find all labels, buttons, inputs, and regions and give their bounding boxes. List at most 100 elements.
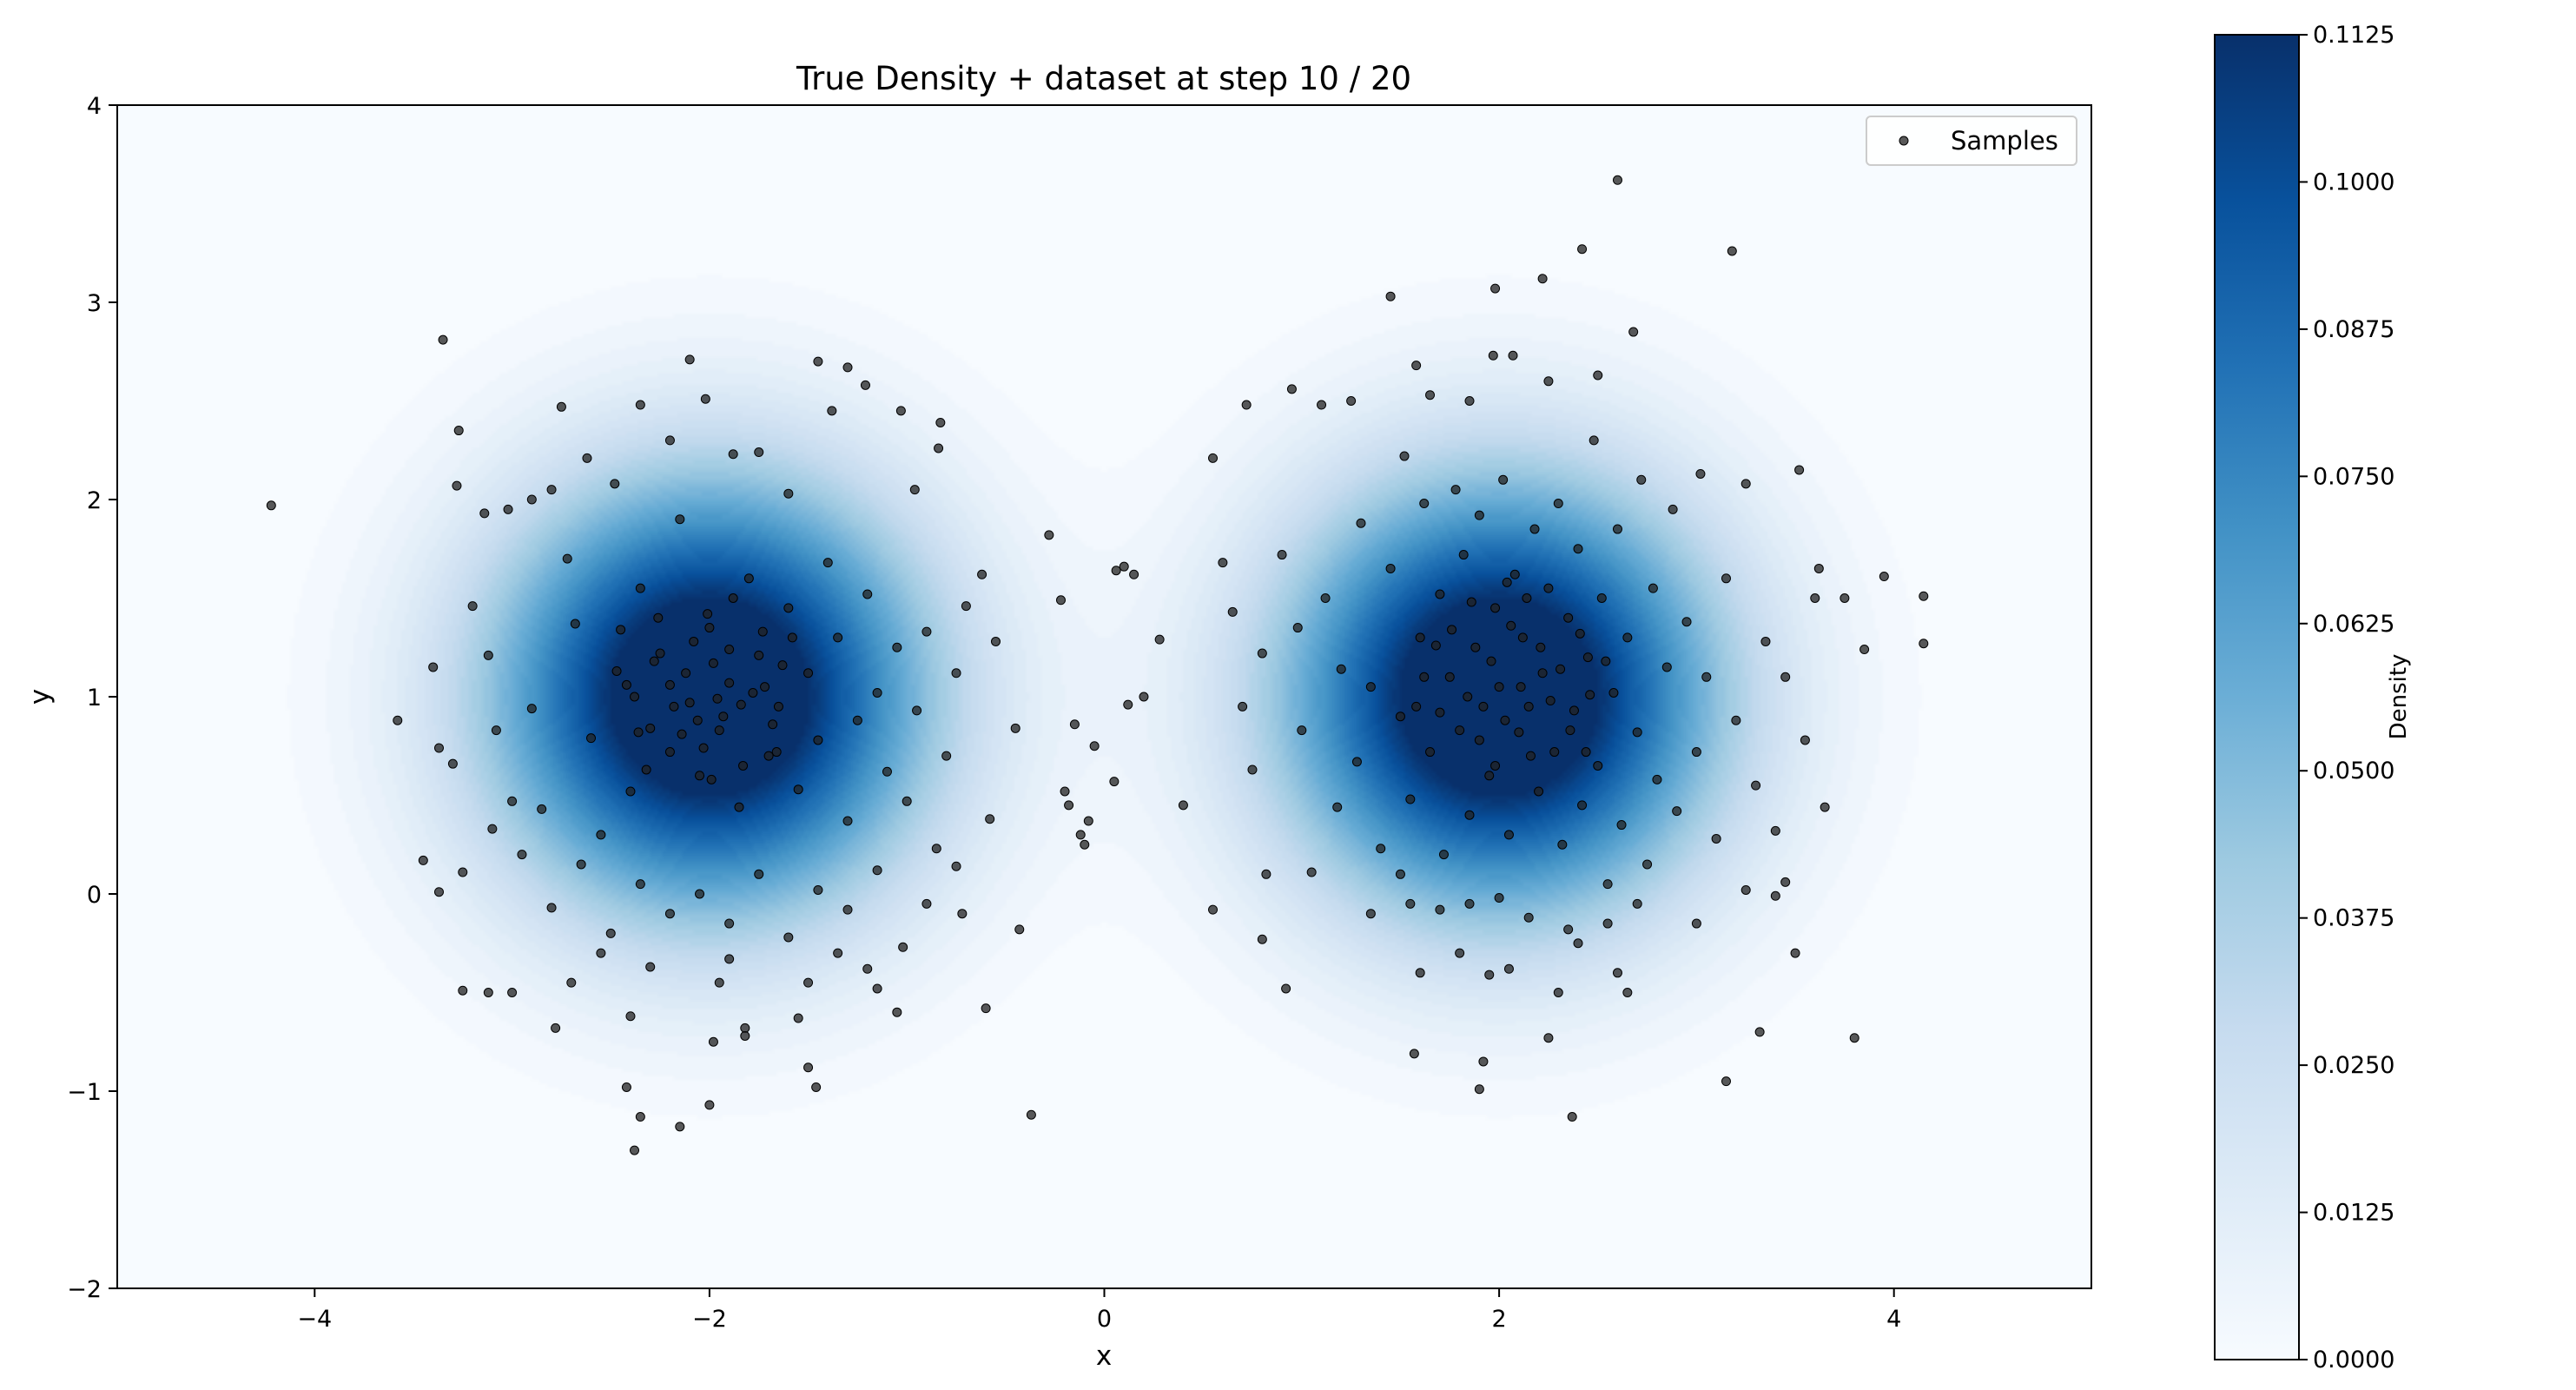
colorbar-tick-label: 0.0625 — [2313, 611, 2394, 638]
sample-point — [1365, 909, 1376, 919]
sample-point — [1376, 844, 1386, 854]
sample-point — [1415, 632, 1425, 643]
sample-point — [266, 500, 276, 511]
sample-point — [1537, 668, 1548, 678]
sample-point — [724, 918, 735, 929]
sample-point — [1154, 634, 1165, 645]
sample-point — [771, 747, 782, 758]
sample-point — [1790, 948, 1800, 958]
legend-entry-samples: Samples — [1951, 126, 2058, 156]
colorbar: 0.0000 0.0125 0.0250 0.0375 0.0500 0.0625 0.07… — [2214, 22, 2412, 1373]
sample-point — [1026, 1109, 1036, 1120]
x-tick-label: −4 — [297, 1306, 332, 1333]
sample-point — [586, 733, 597, 744]
y-tick-label: 4 — [87, 93, 102, 120]
sample-point — [664, 679, 675, 690]
sample-point — [1523, 701, 1534, 712]
colorbar-gradient — [2214, 34, 2300, 1360]
sample-point — [1399, 451, 1410, 461]
sample-point — [1356, 518, 1366, 528]
sample-point — [872, 687, 882, 698]
sample-point — [641, 764, 651, 775]
sample-point — [1123, 699, 1133, 710]
sample-point — [1010, 723, 1020, 733]
sample-point — [909, 485, 920, 495]
sample-point — [1332, 802, 1343, 812]
sample-point — [1780, 877, 1791, 887]
sample-point — [433, 887, 444, 897]
sample-point — [1257, 934, 1267, 944]
sample-point — [1178, 800, 1188, 811]
sample-point — [1701, 672, 1712, 682]
sample-point — [507, 988, 518, 997]
sample-point — [1506, 620, 1516, 631]
sample-point — [783, 932, 794, 943]
sample-point — [977, 569, 987, 579]
sample-point — [582, 453, 592, 463]
sample-point — [763, 751, 774, 761]
sample-point — [1346, 396, 1357, 406]
sample-point — [1573, 544, 1583, 554]
sample-point — [1577, 800, 1588, 811]
sample-point — [635, 583, 645, 593]
colorbar-ticks: 0.0000 0.0125 0.0250 0.0375 0.0500 0.0625 0.07… — [2299, 22, 2394, 1373]
sample-point — [1139, 692, 1149, 702]
sample-point — [1488, 350, 1498, 361]
sample-point — [1435, 589, 1445, 599]
sample-point — [728, 449, 738, 460]
legend-box — [1866, 116, 2077, 166]
sample-point — [1455, 948, 1465, 958]
sample-point — [517, 850, 527, 860]
sample-point — [546, 485, 557, 495]
sample-point — [935, 417, 946, 427]
sample-point — [1484, 970, 1495, 980]
sample-point — [1622, 632, 1633, 643]
sample-point — [483, 650, 493, 660]
sample-point — [570, 619, 580, 629]
sample-point — [1486, 656, 1496, 666]
sample-point — [653, 612, 664, 623]
sample-point — [1415, 968, 1425, 978]
sample-point — [1306, 867, 1317, 877]
x-tick-label: 0 — [1097, 1306, 1112, 1333]
sample-point — [698, 743, 709, 753]
sample-point — [1055, 595, 1066, 606]
scatter-points — [266, 175, 1929, 1155]
sample-point — [1581, 747, 1591, 758]
sample-point — [1800, 735, 1810, 745]
sample-point — [793, 784, 803, 795]
sample-point — [1444, 672, 1455, 682]
sample-point — [1395, 712, 1405, 722]
sample-point — [852, 715, 862, 725]
sample-point — [1281, 983, 1291, 994]
sample-point — [724, 678, 735, 688]
sample-point — [1478, 1056, 1489, 1067]
sample-point — [458, 867, 468, 877]
sample-point — [669, 701, 679, 712]
sample-point — [1770, 890, 1780, 901]
sample-point — [1691, 747, 1701, 758]
x-tick-label: 4 — [1886, 1306, 1901, 1333]
legend-marker — [1899, 136, 1909, 146]
sample-point — [605, 928, 616, 938]
sample-point — [1754, 1027, 1765, 1037]
sample-point — [503, 504, 513, 514]
sample-point — [990, 636, 1001, 646]
sample-point — [1770, 825, 1780, 836]
sample-point — [1648, 583, 1658, 593]
sample-point — [754, 650, 764, 660]
sample-point — [1721, 573, 1731, 584]
sample-point — [1470, 642, 1481, 652]
colorbar-label: Density — [2386, 654, 2412, 740]
sample-point — [1435, 707, 1445, 718]
sample-point — [754, 869, 764, 879]
sample-point — [1425, 747, 1436, 758]
sample-point — [507, 796, 518, 806]
sample-point — [1567, 1112, 1577, 1122]
sample-point — [695, 771, 705, 781]
sample-point — [537, 804, 547, 814]
sample-point — [1514, 727, 1524, 738]
sample-point — [724, 954, 735, 964]
sample-point — [773, 701, 783, 712]
sample-point — [1563, 612, 1574, 623]
